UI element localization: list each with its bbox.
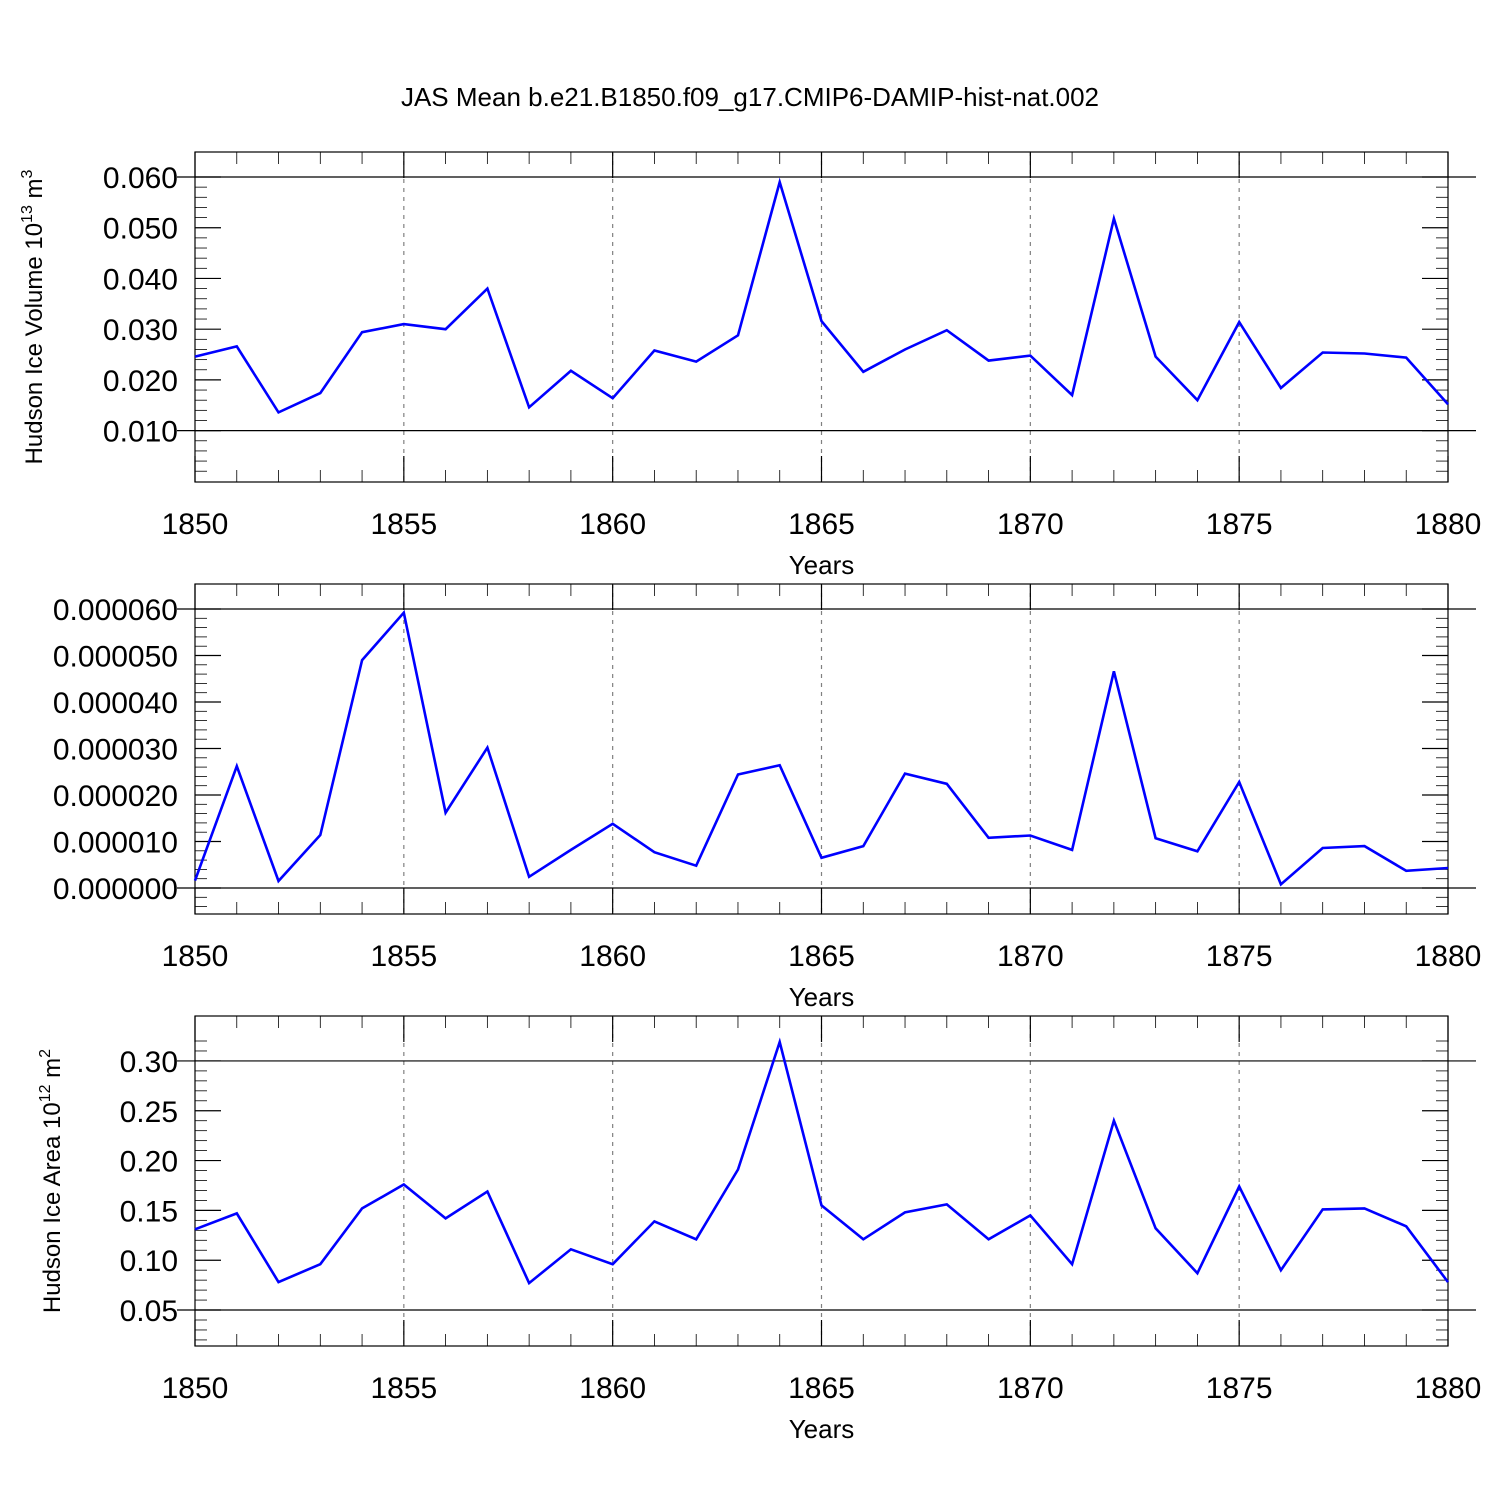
x-tick-label: 1860: [579, 940, 646, 973]
x-tick-label: 1860: [579, 1372, 646, 1405]
x-axis-title: Years: [789, 1414, 855, 1444]
y-axis-title: Hudson Ice Volume 1013 m3: [19, 169, 48, 464]
y-tick-label: 0.15: [120, 1195, 178, 1228]
y-axis-title-exponent: 12: [37, 1084, 54, 1102]
y-tick-label: 0.30: [120, 1046, 178, 1079]
x-tick-label: 1880: [1415, 1372, 1482, 1405]
y-tick-label: 0.10: [120, 1245, 178, 1278]
x-tick-label: 1875: [1206, 940, 1273, 973]
x-tick-label: 1855: [370, 940, 437, 973]
x-axis-title: Years: [789, 550, 855, 580]
y-tick-label: 0.25: [120, 1096, 178, 1129]
y-tick-label: 0.000010: [53, 827, 178, 860]
y-tick-label: 0.020: [103, 365, 178, 398]
y-axis-title-unit: m: [21, 178, 48, 205]
x-tick-label: 1880: [1415, 508, 1482, 541]
y-axis-title-unit: m: [39, 1058, 66, 1085]
x-tick-label: 1855: [370, 1372, 437, 1405]
y-axis-title-unit-exponent: 3: [19, 169, 36, 178]
y-axis-title-unit-exponent: 2: [37, 1049, 54, 1058]
x-tick-label: 1860: [579, 508, 646, 541]
x-tick-label: 1880: [1415, 940, 1482, 973]
x-tick-label: 1865: [788, 1372, 855, 1405]
y-tick-label: 0.040: [103, 263, 178, 296]
x-tick-label: 1850: [162, 508, 229, 541]
x-tick-label: 1870: [997, 940, 1064, 973]
y-axis-title: Hudson Ice Area 1012 m2: [37, 1049, 66, 1313]
y-tick-label: 0.20: [120, 1146, 178, 1179]
x-tick-label: 1865: [788, 508, 855, 541]
x-tick-label: 1850: [162, 1372, 229, 1405]
x-tick-label: 1850: [162, 940, 229, 973]
y-tick-label: 0.010: [103, 416, 178, 449]
figure-title: JAS Mean b.e21.B1850.f09_g17.CMIP6-DAMIP…: [401, 82, 1099, 112]
y-tick-label: 0.000020: [53, 780, 178, 813]
y-tick-label: 0.05: [120, 1295, 178, 1328]
y-tick-label: 0.030: [103, 314, 178, 347]
y-tick-label: 0.050: [103, 213, 178, 246]
y-axis-title-exponent: 13: [19, 205, 36, 223]
x-tick-label: 1855: [370, 508, 437, 541]
x-tick-label: 1865: [788, 940, 855, 973]
panel-3: 1850 1855 1860 1865 1870 1875 1880 Years 0.05 0.1…: [37, 1015, 1482, 1444]
y-axis-title-base: Hudson Ice Volume 10: [21, 223, 48, 465]
x-axis-title: Years: [789, 982, 855, 1012]
y-tick-label: 0.000050: [53, 641, 178, 674]
panel-2: 1850 1855 1860 1865 1870 1875 1880 Years 0.00000…: [53, 583, 1482, 1012]
x-tick-label: 1875: [1206, 508, 1273, 541]
x-tick-label: 1870: [997, 1372, 1064, 1405]
y-tick-label: 0.000040: [53, 687, 178, 720]
y-tick-label: 0.060: [103, 162, 178, 195]
x-tick-label: 1875: [1206, 1372, 1273, 1405]
x-tick-label: 1870: [997, 508, 1064, 541]
panel-1: 1850 1855 1860 1865 1870 1875 1880 Years 0.010 0.…: [19, 151, 1482, 580]
y-tick-label: 0.000030: [53, 734, 178, 767]
y-axis-title-base: Hudson Ice Area 10: [39, 1102, 66, 1313]
y-tick-label: 0.000060: [53, 594, 178, 627]
y-tick-label: 0.000000: [53, 873, 178, 906]
